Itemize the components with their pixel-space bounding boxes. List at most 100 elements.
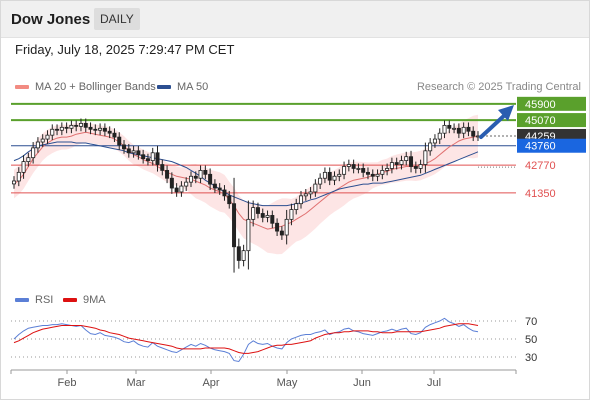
candle-body bbox=[184, 181, 189, 187]
candle-body bbox=[342, 166, 347, 175]
candle-body bbox=[55, 128, 60, 131]
candle-body bbox=[212, 183, 217, 189]
x-tick-label-Mar: Mar bbox=[127, 377, 146, 389]
candle-body bbox=[64, 126, 69, 129]
candle-body bbox=[141, 154, 146, 160]
candle-body bbox=[217, 187, 222, 191]
level-label-45900: 45900 bbox=[525, 99, 556, 111]
candle-body bbox=[251, 207, 256, 220]
forecast-arrow-head bbox=[498, 105, 514, 121]
x-tick-label-Feb: Feb bbox=[58, 377, 77, 389]
candle-body bbox=[40, 138, 45, 143]
legend-rsi: RSI bbox=[15, 294, 53, 306]
candle-body bbox=[174, 187, 179, 193]
candle-body bbox=[299, 195, 304, 205]
level-tag-43760 bbox=[517, 138, 586, 153]
candle-body bbox=[318, 177, 323, 185]
candle-body bbox=[169, 177, 174, 189]
candle-body bbox=[78, 123, 83, 127]
candle-body bbox=[399, 160, 404, 165]
candle-body bbox=[11, 180, 16, 185]
candle-body bbox=[294, 203, 299, 210]
legend-label-ma20: MA 20 + Bollinger Bands bbox=[35, 81, 156, 93]
candle-body bbox=[303, 193, 308, 197]
candle-body bbox=[447, 124, 452, 129]
candle-body bbox=[346, 164, 351, 167]
level-label-45070: 45070 bbox=[525, 115, 556, 127]
candle-body bbox=[232, 203, 237, 248]
candle-body bbox=[117, 136, 122, 146]
level-tag-45900 bbox=[517, 96, 586, 111]
rsi-line bbox=[13, 317, 479, 363]
candle-body bbox=[413, 166, 418, 169]
candle-body bbox=[389, 162, 394, 169]
candle-body bbox=[437, 132, 442, 140]
candle-body bbox=[270, 215, 275, 224]
candle-body bbox=[255, 207, 260, 214]
candle-body bbox=[322, 171, 327, 179]
candle-body bbox=[409, 156, 414, 167]
x-tick-label-Apr: Apr bbox=[202, 377, 219, 389]
x-tick-label-Jul: Jul bbox=[427, 377, 441, 389]
candle-body bbox=[442, 124, 447, 134]
candle-body bbox=[227, 195, 232, 205]
candle-body bbox=[370, 173, 375, 177]
candle-body bbox=[423, 150, 428, 165]
candle-body bbox=[332, 175, 337, 181]
candle-body bbox=[461, 126, 466, 134]
candle-body bbox=[452, 127, 457, 130]
candle-body bbox=[102, 127, 107, 132]
candle-body bbox=[394, 162, 399, 165]
forecast-arrow-shaft bbox=[479, 111, 509, 139]
candle-body bbox=[69, 124, 74, 129]
ma20-line bbox=[13, 131, 479, 230]
candle-body bbox=[308, 191, 313, 195]
candle-body bbox=[35, 141, 40, 149]
candle-body bbox=[160, 164, 165, 171]
candle-body bbox=[375, 173, 380, 177]
level-tag-45070 bbox=[517, 113, 586, 128]
candle-body bbox=[456, 127, 461, 134]
candle-body bbox=[356, 168, 361, 170]
legend-swatch-ma20 bbox=[15, 85, 29, 90]
candle-body bbox=[327, 171, 332, 181]
ma50-line bbox=[13, 141, 479, 207]
candle-body bbox=[150, 152, 155, 162]
candle-body bbox=[131, 150, 136, 154]
candle-body bbox=[112, 132, 117, 138]
candle-body bbox=[279, 230, 284, 236]
candle-body bbox=[93, 128, 98, 131]
candle-body bbox=[45, 134, 50, 140]
candle-body bbox=[351, 164, 356, 169]
candle-body bbox=[432, 138, 437, 144]
period-button[interactable]: DAILY bbox=[94, 8, 140, 30]
candle-body bbox=[122, 144, 127, 150]
candle-body bbox=[74, 124, 79, 127]
candle-body bbox=[365, 171, 370, 175]
candle-body bbox=[179, 185, 184, 193]
candle-body bbox=[203, 169, 208, 175]
candle-body bbox=[208, 173, 213, 185]
candle-body bbox=[83, 123, 88, 128]
candle-body bbox=[193, 175, 198, 179]
x-tick-label-May: May bbox=[277, 377, 298, 389]
level-label-42770: 42770 bbox=[525, 160, 556, 172]
x-tick-label-Jun: Jun bbox=[353, 377, 371, 389]
candle-body bbox=[418, 164, 423, 169]
legend-swatch-rsi bbox=[15, 298, 29, 303]
candle-body bbox=[385, 168, 390, 171]
candle-body bbox=[26, 157, 31, 162]
rsi-level-label-50: 50 bbox=[525, 334, 537, 346]
candle-body bbox=[466, 126, 471, 132]
candle-body bbox=[222, 189, 227, 197]
candle-body bbox=[145, 158, 150, 162]
candle-body bbox=[313, 183, 318, 193]
legend-label-rsi: RSI bbox=[35, 294, 54, 306]
candle-body bbox=[404, 156, 409, 162]
candle-body bbox=[21, 161, 26, 173]
candle-body bbox=[361, 168, 366, 173]
candle-body bbox=[471, 130, 476, 137]
candle-body bbox=[260, 213, 265, 218]
rsi-level-label-30: 30 bbox=[525, 352, 537, 364]
